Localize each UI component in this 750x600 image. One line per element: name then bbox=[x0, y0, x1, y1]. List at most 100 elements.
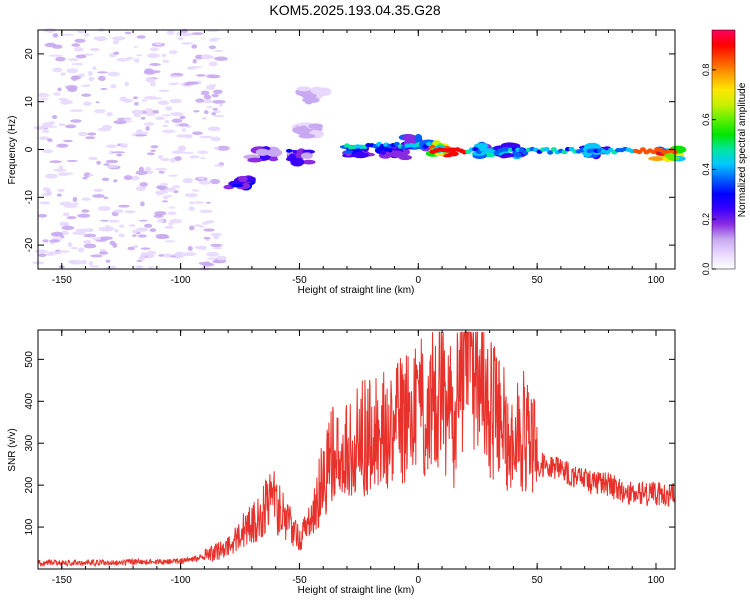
heatmap-noise-cell bbox=[114, 228, 119, 233]
heatmap-noise-cell bbox=[157, 155, 164, 159]
heatmap-noise-cell bbox=[171, 150, 183, 154]
heatmap-noise-cell bbox=[193, 110, 200, 113]
spectrogram-y-label: Frequency (Hz) bbox=[7, 116, 18, 185]
heatmap-cell bbox=[255, 148, 270, 156]
heatmap-cell bbox=[414, 133, 423, 143]
heatmap-noise-cell bbox=[34, 249, 48, 254]
heatmap-noise-cell bbox=[42, 149, 54, 154]
heatmap-noise-cell bbox=[199, 262, 204, 265]
y-tick-label: 10 bbox=[24, 96, 35, 108]
y-tick-label: 300 bbox=[24, 434, 35, 451]
heatmap-noise-cell bbox=[201, 262, 215, 267]
heatmap-noise-cell bbox=[49, 239, 60, 243]
heatmap-noise-cell bbox=[95, 36, 107, 42]
heatmap-noise-cell bbox=[82, 176, 88, 180]
heatmap-noise-cell bbox=[191, 32, 204, 35]
colorbar-tick-label: 0.0 bbox=[701, 263, 711, 276]
heatmap-noise-cell bbox=[124, 31, 132, 35]
heatmap-noise-cell bbox=[200, 157, 206, 160]
heatmap-noise-cell bbox=[70, 119, 82, 123]
heatmap-noise-cell bbox=[169, 219, 183, 224]
heatmap-noise-cell bbox=[103, 196, 109, 199]
heatmap-noise-cell bbox=[211, 247, 223, 250]
heatmap-noise-cell bbox=[158, 170, 165, 174]
heatmap-noise-cell bbox=[205, 220, 215, 224]
heatmap-noise-cell bbox=[161, 129, 176, 134]
colorbar-ticks: 0.0 0.2 0.4 0.6 0.8 bbox=[701, 64, 716, 276]
heatmap-noise-cell bbox=[142, 131, 148, 135]
x-tick-label: -150 bbox=[52, 575, 72, 586]
heatmap-noise-cell bbox=[186, 66, 197, 70]
x-tick-label: 50 bbox=[532, 575, 544, 586]
heatmap-noise-cell bbox=[206, 251, 220, 257]
heatmap-noise-cell bbox=[175, 253, 180, 259]
colorbar-tick-label: 0.8 bbox=[701, 64, 711, 77]
heatmap-ridge-cell bbox=[550, 147, 557, 152]
heatmap-noise-cell bbox=[145, 77, 156, 83]
heatmap-noise-cell bbox=[105, 144, 118, 148]
x-tick-label: 0 bbox=[416, 275, 422, 286]
heatmap-noise-cell bbox=[67, 241, 73, 248]
heatmap-noise-cell bbox=[88, 174, 94, 177]
heatmap-ridge-cell bbox=[522, 150, 529, 155]
heatmap-noise-cell bbox=[58, 123, 66, 127]
snr-frame bbox=[37, 329, 676, 570]
heatmap-noise-cell bbox=[73, 47, 84, 52]
heatmap-noise-cell bbox=[207, 126, 221, 132]
heatmap-noise-cell bbox=[123, 117, 132, 121]
colorbar-tick-label: 0.6 bbox=[701, 113, 711, 126]
heatmap-noise-cell bbox=[119, 96, 128, 102]
heatmap-noise-cell bbox=[150, 145, 159, 149]
heatmap-noise-cell bbox=[49, 160, 62, 164]
heatmap-noise-cell bbox=[133, 45, 138, 48]
heatmap-noise-cell bbox=[200, 90, 210, 96]
heatmap-noise-cell bbox=[141, 99, 147, 102]
heatmap-noise-cell bbox=[213, 146, 220, 150]
heatmap-noise-cell bbox=[150, 81, 156, 87]
heatmap-cell bbox=[285, 148, 293, 153]
heatmap-noise-cell bbox=[107, 71, 120, 77]
heatmap-noise-cell bbox=[144, 223, 153, 228]
heatmap-ridge-cell bbox=[547, 150, 554, 155]
heatmap-noise-cell bbox=[176, 31, 183, 36]
heatmap-noise-cell bbox=[123, 175, 133, 181]
heatmap-cell bbox=[508, 143, 521, 149]
heatmap-noise-cell bbox=[86, 228, 94, 233]
heatmap-noise-cell bbox=[58, 250, 70, 253]
heatmap-noise-cell bbox=[105, 259, 111, 263]
heatmap-noise-cell bbox=[136, 232, 141, 235]
heatmap-cell bbox=[379, 149, 387, 155]
x-tick-label: -150 bbox=[52, 275, 72, 286]
heatmap-noise-cell bbox=[75, 54, 87, 59]
heatmap-noise-cell bbox=[168, 174, 178, 177]
heatmap-cell bbox=[268, 157, 279, 162]
heatmap-noise-cell bbox=[184, 82, 191, 86]
heatmap-noise-cell bbox=[83, 240, 92, 244]
heatmap-noise-cell bbox=[69, 109, 84, 112]
heatmap-noise-cell bbox=[154, 42, 163, 46]
heatmap-noise-cell bbox=[191, 44, 198, 49]
heatmap-noise-cell bbox=[101, 177, 110, 181]
heatmap-noise-cell bbox=[60, 235, 65, 239]
heatmap-noise-cell bbox=[208, 61, 218, 67]
heatmap-noise-cell bbox=[164, 225, 174, 229]
heatmap-noise-cell bbox=[201, 116, 207, 120]
heatmap-noise-cell bbox=[194, 246, 202, 249]
heatmap-noise-cell bbox=[105, 164, 119, 168]
heatmap-noise-cell bbox=[71, 202, 79, 206]
heatmap-noise-cell bbox=[162, 200, 168, 203]
heatmap-cell bbox=[474, 143, 489, 149]
heatmap-noise-cell bbox=[206, 74, 221, 79]
heatmap-noise-cell bbox=[74, 38, 86, 43]
heatmap-noise-cell bbox=[116, 153, 123, 157]
heatmap-noise-cell bbox=[100, 219, 109, 222]
heatmap-noise-cell bbox=[155, 233, 169, 239]
heatmap-noise-cell bbox=[59, 201, 73, 207]
heatmap-noise-cell bbox=[170, 112, 184, 117]
y-tick-label: 500 bbox=[24, 351, 35, 368]
heatmap-noise-cell bbox=[161, 253, 173, 258]
heatmap-cell bbox=[352, 151, 369, 159]
heatmap-noise-cell bbox=[66, 159, 78, 162]
heatmap-cell bbox=[302, 97, 311, 102]
